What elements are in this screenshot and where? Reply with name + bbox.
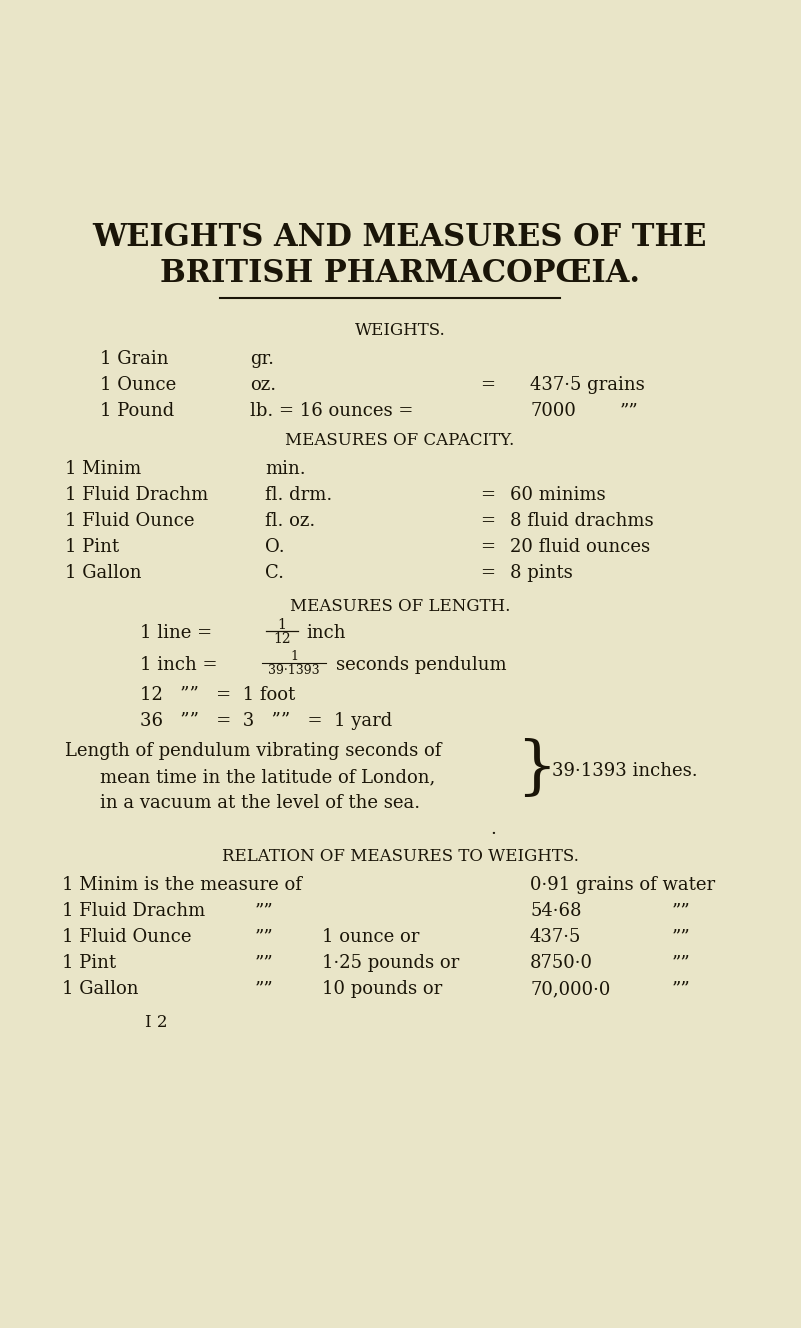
Text: Length of pendulum vibrating seconds of: Length of pendulum vibrating seconds of <box>65 742 441 760</box>
Text: MEASURES OF CAPACITY.: MEASURES OF CAPACITY. <box>285 432 514 449</box>
Text: 39·1393: 39·1393 <box>268 664 320 677</box>
Text: 0·91 grains of water: 0·91 grains of water <box>530 876 715 894</box>
Text: 12   ””   =  1 foot: 12 ”” = 1 foot <box>140 687 296 704</box>
Text: O.: O. <box>265 538 284 556</box>
Text: 1 ounce or: 1 ounce or <box>322 928 420 946</box>
Text: seconds pendulum: seconds pendulum <box>336 656 506 675</box>
Text: 1: 1 <box>290 649 298 663</box>
Text: 8 fluid drachms: 8 fluid drachms <box>510 513 654 530</box>
Text: 20 fluid ounces: 20 fluid ounces <box>510 538 650 556</box>
Text: 1 Fluid Drachm: 1 Fluid Drachm <box>65 486 208 505</box>
Text: ””: ”” <box>672 954 690 972</box>
Text: 7000: 7000 <box>530 402 576 420</box>
Text: 437·5: 437·5 <box>530 928 582 946</box>
Text: ””: ”” <box>255 902 274 920</box>
Text: ””: ”” <box>255 928 274 946</box>
Text: 8 pints: 8 pints <box>510 564 573 582</box>
Text: 1 Fluid Drachm: 1 Fluid Drachm <box>62 902 205 920</box>
Text: in a vacuum at the level of the sea.: in a vacuum at the level of the sea. <box>100 794 421 811</box>
Text: 1 Gallon: 1 Gallon <box>62 980 139 999</box>
Text: 1 inch =: 1 inch = <box>140 656 223 675</box>
Text: =: = <box>480 513 495 530</box>
Text: 1 Gallon: 1 Gallon <box>65 564 142 582</box>
Text: WEIGHTS AND MEASURES OF THE: WEIGHTS AND MEASURES OF THE <box>93 222 707 254</box>
Text: min.: min. <box>265 459 306 478</box>
Text: fl. oz.: fl. oz. <box>265 513 316 530</box>
Text: 8750·0: 8750·0 <box>530 954 593 972</box>
Text: MEASURES OF LENGTH.: MEASURES OF LENGTH. <box>290 598 510 615</box>
Text: 437·5 grains: 437·5 grains <box>530 376 645 394</box>
Text: ””: ”” <box>620 402 638 420</box>
Text: ””: ”” <box>672 928 690 946</box>
Text: =: = <box>480 376 495 394</box>
Text: fl. drm.: fl. drm. <box>265 486 332 505</box>
Text: inch: inch <box>306 624 345 641</box>
Text: 12: 12 <box>273 632 291 645</box>
Text: 1 Pint: 1 Pint <box>62 954 116 972</box>
Text: I 2: I 2 <box>145 1015 167 1031</box>
Text: 1 Pound: 1 Pound <box>100 402 175 420</box>
Text: =: = <box>480 564 495 582</box>
Text: 1 Pint: 1 Pint <box>65 538 119 556</box>
Text: 1 Minim is the measure of: 1 Minim is the measure of <box>62 876 302 894</box>
Text: =: = <box>480 538 495 556</box>
Text: 1 Minim: 1 Minim <box>65 459 141 478</box>
Text: 1·25 pounds or: 1·25 pounds or <box>322 954 459 972</box>
Text: }: } <box>516 738 557 799</box>
Text: 1 Ounce: 1 Ounce <box>100 376 176 394</box>
Text: 54·68: 54·68 <box>530 902 582 920</box>
Text: RELATION OF MEASURES TO WEIGHTS.: RELATION OF MEASURES TO WEIGHTS. <box>222 849 578 865</box>
Text: 1: 1 <box>278 618 287 632</box>
Text: gr.: gr. <box>250 351 274 368</box>
Text: 1 Fluid Ounce: 1 Fluid Ounce <box>62 928 191 946</box>
Text: 70,000·0: 70,000·0 <box>530 980 610 999</box>
Text: 60 minims: 60 minims <box>510 486 606 505</box>
Text: 39·1393 inches.: 39·1393 inches. <box>552 762 698 780</box>
Text: 36   ””   =  3   ””   =  1 yard: 36 ”” = 3 ”” = 1 yard <box>140 712 392 730</box>
Text: BRITISH PHARMACOPŒIA.: BRITISH PHARMACOPŒIA. <box>160 258 640 290</box>
Text: lb. = 16 ounces =: lb. = 16 ounces = <box>250 402 413 420</box>
Text: 1 Fluid Ounce: 1 Fluid Ounce <box>65 513 195 530</box>
Text: ””: ”” <box>255 954 274 972</box>
Text: C.: C. <box>265 564 284 582</box>
Text: mean time in the latitude of London,: mean time in the latitude of London, <box>100 768 435 786</box>
Text: WEIGHTS.: WEIGHTS. <box>355 321 445 339</box>
Text: .: . <box>490 819 496 838</box>
Text: 1 Grain: 1 Grain <box>100 351 168 368</box>
Text: =: = <box>480 486 495 505</box>
Text: 1 line =: 1 line = <box>140 624 218 641</box>
Text: ””: ”” <box>255 980 274 999</box>
Text: ””: ”” <box>672 902 690 920</box>
Text: ””: ”” <box>672 980 690 999</box>
Text: oz.: oz. <box>250 376 276 394</box>
Text: 10 pounds or: 10 pounds or <box>322 980 442 999</box>
